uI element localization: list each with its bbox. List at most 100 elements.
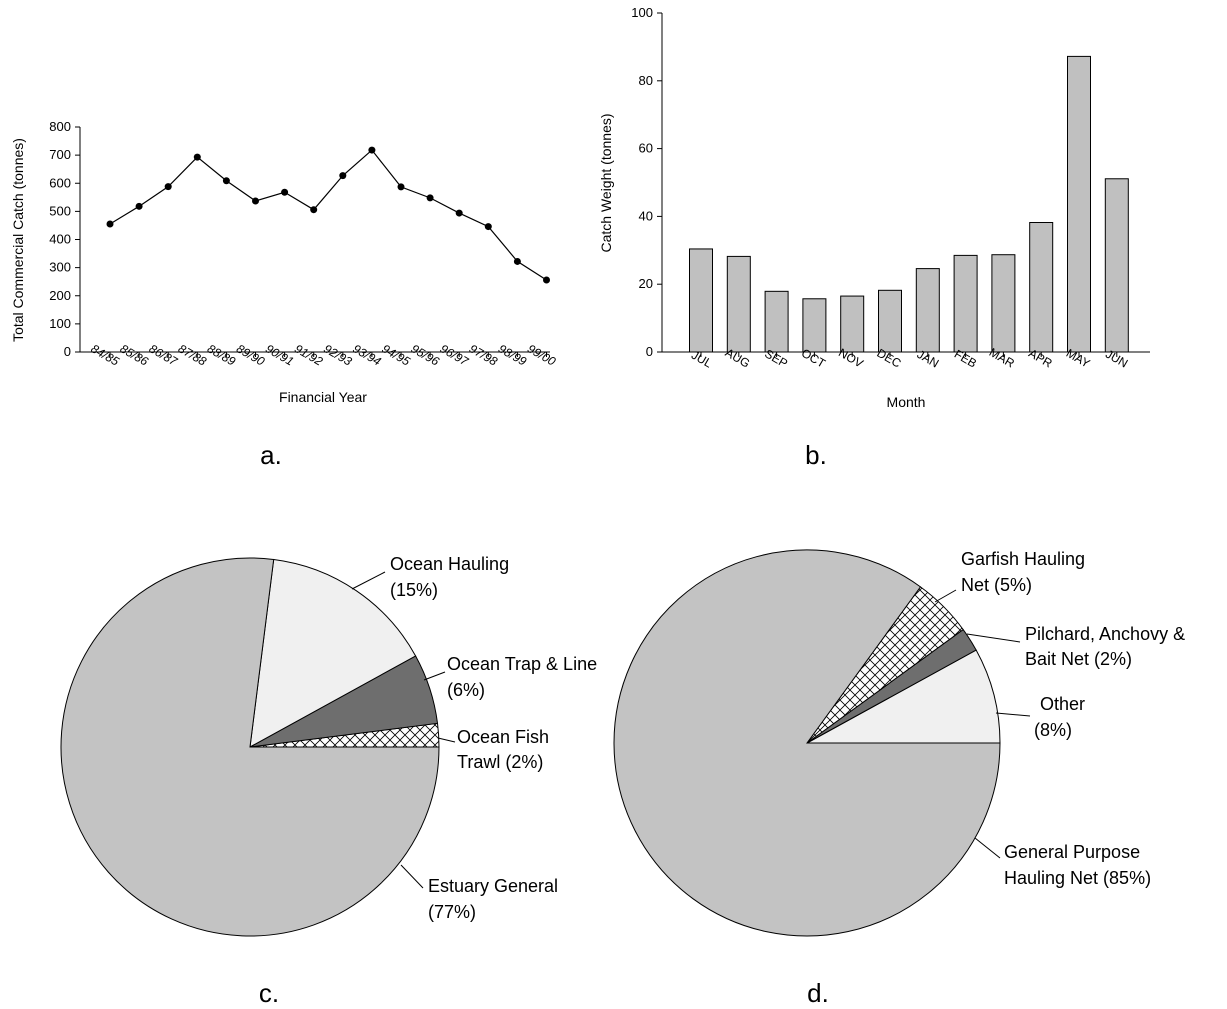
panel-label-b: b.	[805, 440, 827, 470]
slice-pct-ocean-trap-line: (6%)	[447, 680, 485, 700]
x-tick-label: 84/85	[88, 341, 121, 368]
bar	[1029, 222, 1054, 353]
slice-label-ocean-hauling: Ocean Hauling	[390, 554, 509, 574]
bar	[991, 254, 1016, 353]
leader-line-ocean-hauling	[351, 571, 386, 590]
slice-pct-ocean-hauling: (15%)	[390, 580, 438, 600]
leader-line-other	[995, 712, 1031, 717]
data-point	[455, 209, 463, 217]
slice-label-pilchard: Pilchard, Anchovy &	[1025, 624, 1185, 644]
slice-label-general-purpose: General Purpose	[1004, 842, 1140, 862]
x-tick-label: 99/00	[525, 341, 558, 368]
x-tick-label: 95/96	[409, 341, 442, 368]
data-point	[484, 223, 492, 231]
x-tick-label: 93/94	[350, 341, 383, 368]
leader-line-garfish	[934, 589, 957, 603]
data-point	[252, 197, 259, 205]
bar	[878, 289, 902, 353]
y-tick-label: 100	[49, 316, 71, 331]
bar	[1104, 178, 1129, 353]
data-point	[193, 153, 201, 161]
bar	[953, 254, 978, 353]
panel-label-d: d.	[807, 978, 829, 1008]
y-tick-label: 200	[49, 288, 71, 303]
data-point	[543, 276, 550, 284]
leader-line-ocean-fish-trawl	[437, 737, 456, 743]
slice-pct-pilchard: Bait Net (2%)	[1025, 649, 1132, 669]
slice-label-garfish: Garfish Hauling	[961, 549, 1085, 569]
data-point	[281, 188, 289, 196]
y-axis-label: Catch Weight (tonnes)	[598, 113, 614, 252]
slice-pct-estuary-general: (77%)	[428, 902, 476, 922]
y-tick-label: 400	[49, 232, 71, 247]
x-axis-label: Month	[887, 394, 926, 410]
bar	[802, 298, 827, 353]
data-point	[164, 183, 172, 191]
data-point	[135, 202, 143, 210]
bar	[764, 290, 789, 353]
y-tick-label: 80	[639, 73, 653, 88]
leader-line-general-purpose	[974, 837, 1001, 859]
y-tick-label: 600	[49, 175, 71, 190]
slice-label-estuary-general: Estuary General	[428, 876, 558, 896]
pie-slice	[806, 649, 1001, 744]
bar	[840, 295, 865, 353]
data-point	[513, 257, 521, 265]
bar	[915, 268, 940, 353]
x-tick-label: 85/86	[118, 341, 151, 368]
bar	[1067, 55, 1091, 353]
pie-chart-panel-d: Garfish Hauling Net (5%) Pilchard, Ancho…	[613, 549, 1185, 1008]
pie-slice	[60, 557, 440, 937]
y-tick-label: 300	[49, 260, 71, 275]
data-point	[339, 172, 347, 180]
slice-pct-garfish: Net (5%)	[961, 575, 1032, 595]
data-point	[368, 146, 376, 154]
series-line	[109, 149, 547, 281]
x-tick-label: 89/90	[234, 341, 267, 368]
data-point	[106, 220, 114, 228]
y-tick-label: 100	[631, 5, 653, 20]
x-tick-label: 86/87	[147, 341, 181, 369]
x-tick-label: 90/91	[263, 341, 296, 368]
x-tick-label: 97/98	[467, 341, 500, 368]
data-point	[397, 183, 405, 191]
leader-line-ocean-trap-line	[423, 671, 446, 681]
x-tick-label: 92/93	[321, 341, 354, 368]
slice-pct-other: (8%)	[1034, 720, 1072, 740]
data-point	[426, 194, 434, 202]
pie-chart-panel-c: Ocean Hauling (15%) Ocean Trap & Line (6…	[60, 554, 597, 1008]
data-point	[310, 206, 318, 214]
x-tick-label: 98/99	[496, 341, 529, 368]
y-tick-label: 60	[639, 141, 653, 156]
y-tick-label: 0	[646, 344, 653, 359]
x-tick-label: 96/97	[438, 341, 472, 369]
line-chart-panel-a: 0 100 200 300 400 500 600 700 800 84/8585/8686/8…	[10, 119, 558, 470]
x-tick-label: 88/89	[205, 341, 238, 368]
y-tick-label: 500	[49, 203, 71, 218]
panel-label-a: a.	[260, 440, 282, 470]
x-axis-label: Financial Year	[279, 389, 367, 405]
x-tick-label: 91/92	[292, 341, 325, 368]
slice-pct-ocean-fish-trawl: Trawl (2%)	[457, 752, 543, 772]
y-tick-label: 40	[639, 208, 653, 223]
y-tick-label: 20	[639, 276, 653, 291]
x-tick-label: 87/88	[176, 341, 209, 368]
bar	[689, 248, 713, 353]
y-tick-label: 0	[64, 344, 71, 359]
leader-line-estuary-general	[400, 864, 424, 889]
data-point	[222, 177, 230, 185]
y-tick-label: 800	[49, 119, 71, 134]
slice-label-other: Other	[1040, 694, 1085, 714]
leader-line-pilchard	[966, 633, 1021, 643]
slice-label-ocean-trap-line: Ocean Trap & Line	[447, 654, 597, 674]
pie-slice	[249, 558, 417, 748]
x-tick-label: 94/95	[379, 341, 412, 368]
panel-label-c: c.	[259, 978, 279, 1008]
slice-label-ocean-fish-trawl: Ocean Fish	[457, 727, 549, 747]
pie-slice	[613, 549, 1001, 937]
slice-pct-general-purpose: Hauling Net (85%)	[1004, 868, 1151, 888]
bar	[726, 255, 751, 353]
y-axis-label: Total Commercial Catch (tonnes)	[10, 138, 26, 342]
